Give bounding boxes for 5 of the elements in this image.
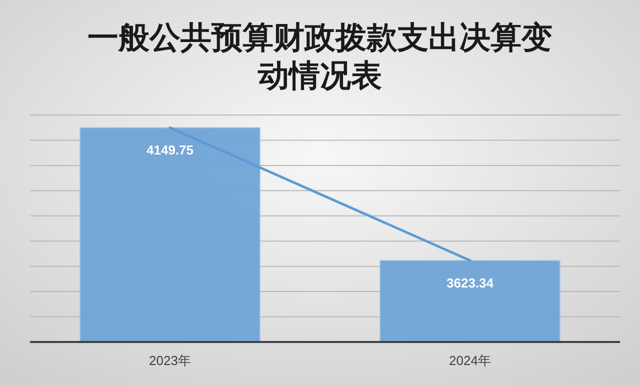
data-label: 3623.34 [446,275,494,290]
x-tick-label: 2023年 [149,353,191,368]
data-label: 4149.75 [146,142,194,158]
chart-title: 一般公共预算财政拨款支出决算变动情况表 [88,20,552,94]
x-tick-label: 2024年 [449,353,491,368]
